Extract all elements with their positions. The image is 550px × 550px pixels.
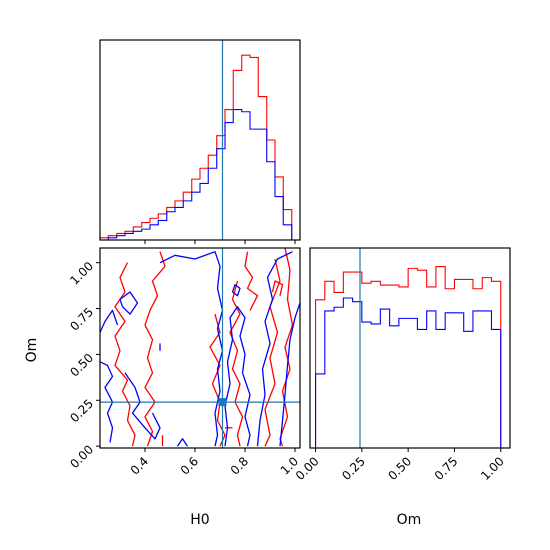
contour-series-blue	[159, 251, 224, 447]
y-axis-label-om: Om	[24, 338, 40, 363]
om-hist-x-tick-label: 0.00	[293, 454, 322, 483]
x-axis-label-h0: H0	[190, 512, 209, 528]
contour-series-blue	[279, 302, 300, 447]
contour-y-tick-label: 1.00	[67, 259, 96, 288]
om-hist-series-blue	[315, 297, 502, 448]
contour-y-tick-label: 0.75	[67, 305, 96, 334]
h0-hist-frame	[99, 39, 301, 241]
contour-series-red	[229, 280, 244, 447]
contour-series-blue	[100, 361, 114, 443]
contour-series-blue	[100, 309, 119, 333]
contour-series-blue	[224, 306, 251, 447]
contour-y-tick-label: 0.00	[67, 442, 96, 471]
contour-series-red	[264, 258, 281, 447]
om-hist-frame	[309, 247, 511, 449]
h0-om-contour-panel: 0.4 0.6 0.8 1.00.000.250.500.751.00	[67, 247, 301, 478]
x-axis-label-om: Om	[397, 512, 422, 528]
om-hist-x-tick-label: 0.25	[339, 454, 368, 483]
om-hist-x-tick-label: 0.75	[432, 454, 461, 483]
contour-series-red	[114, 262, 136, 447]
contour-series-red	[271, 280, 284, 296]
contour-y-tick-label: 0.25	[67, 397, 96, 426]
contour-lines	[100, 248, 300, 447]
om-hist-series-red	[315, 265, 502, 448]
contour-series-blue	[124, 372, 161, 440]
contour-x-tick-label: 0.4	[128, 454, 151, 477]
contour-series-red	[244, 251, 259, 311]
contour-series-blue	[119, 291, 139, 315]
h0-hist-series-blue	[100, 109, 300, 241]
contour-series-blue	[256, 251, 293, 447]
contour-y-tick-label: 0.50	[67, 351, 96, 380]
contour-series-red	[279, 248, 294, 447]
om-hist-x-tick-label: 0.50	[385, 454, 414, 483]
contour-series-blue	[176, 438, 189, 447]
om-hist-x-tick-label: 1.00	[478, 454, 507, 483]
h0-histogram-panel	[99, 39, 301, 244]
om-histogram-panel: 0.00 0.25 0.50 0.75 1.00	[293, 247, 511, 483]
contour-series-blue	[231, 284, 241, 297]
contour-series-red	[144, 251, 166, 447]
contour-x-tick-label: 0.6	[178, 454, 201, 477]
contour-frame	[99, 247, 301, 449]
h0-hist-series-red	[99, 54, 300, 241]
contour-truth-marker	[218, 398, 227, 407]
contour-x-tick-label: 0.8	[228, 454, 251, 477]
